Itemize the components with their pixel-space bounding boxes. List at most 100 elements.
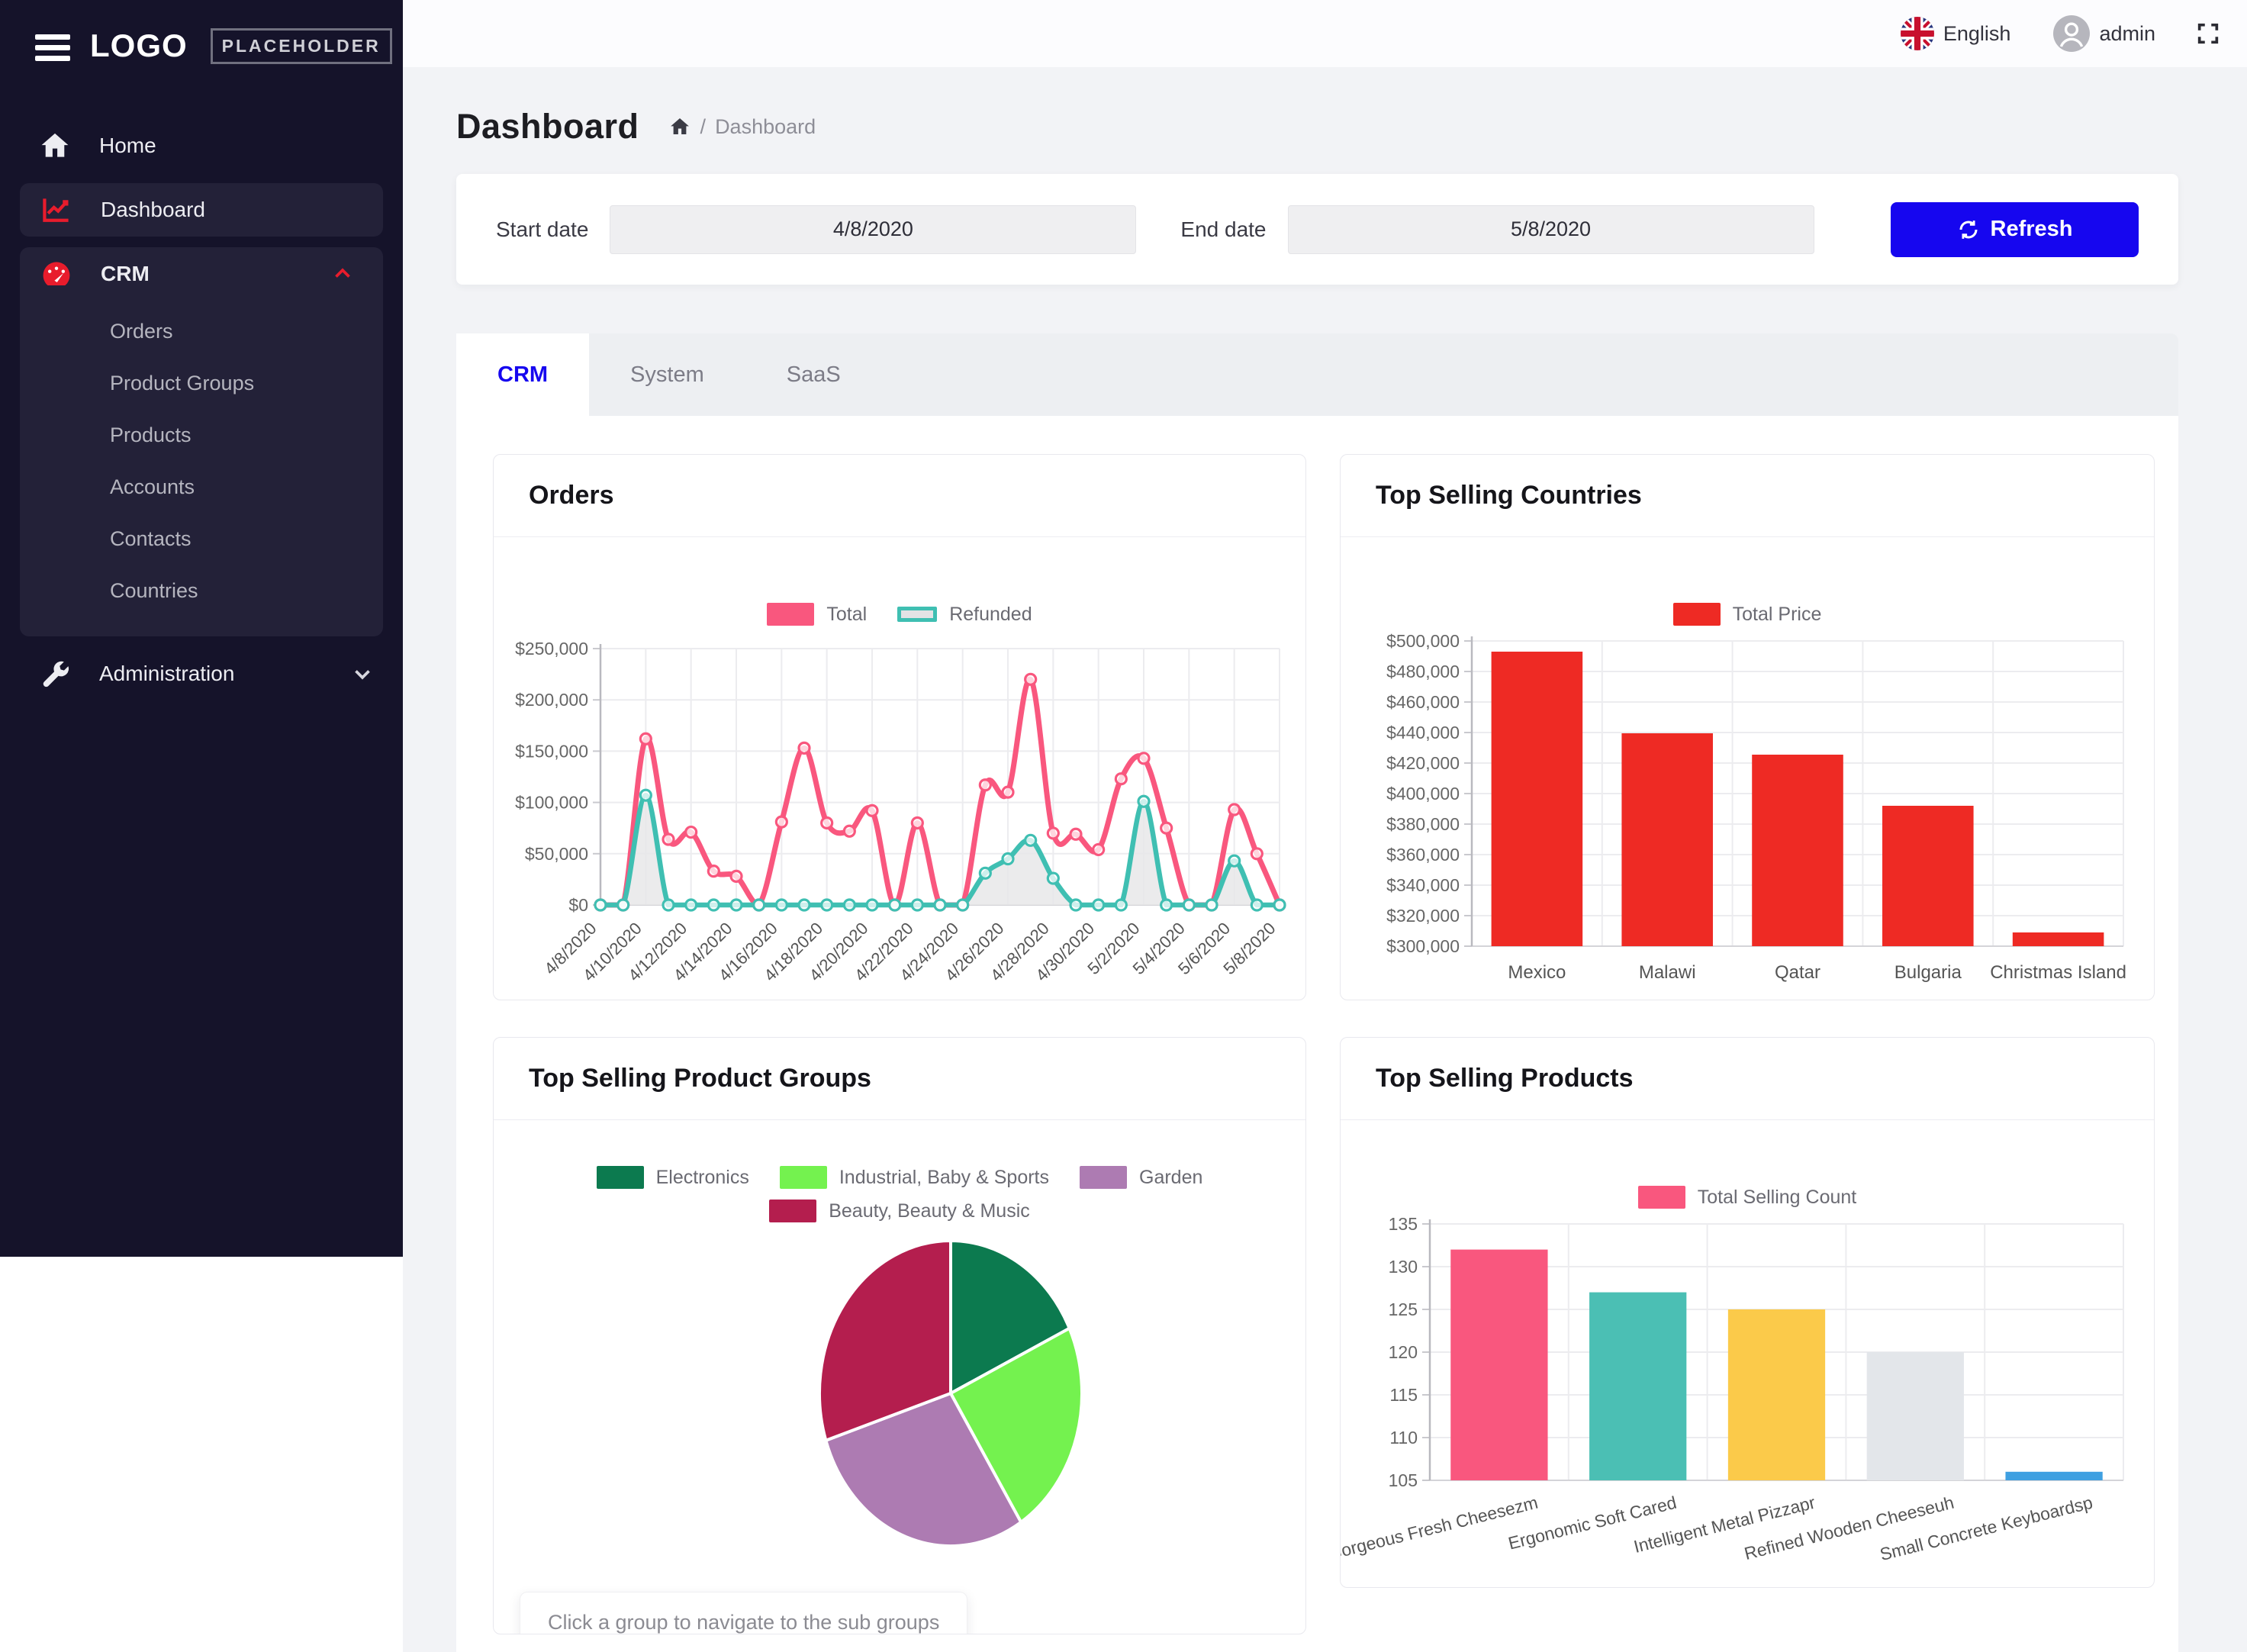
home-icon	[38, 129, 72, 163]
svg-text:120: 120	[1389, 1342, 1418, 1362]
date-filter-bar: Start date End date Refresh	[456, 174, 2178, 285]
user-menu[interactable]: admin	[2053, 15, 2155, 52]
language-switcher[interactable]: English	[1900, 17, 2011, 50]
groups-card-title: Top Selling Product Groups	[494, 1038, 1305, 1120]
end-date-input[interactable]	[1287, 204, 1814, 254]
sidebar-item-contacts[interactable]: Contacts	[110, 527, 192, 550]
sidebar-item-products[interactable]: Products	[110, 423, 192, 446]
language-label: English	[1943, 21, 2011, 45]
chart-line-icon	[40, 193, 73, 227]
legend-swatch	[596, 1166, 644, 1189]
top-selling-countries-card: Top Selling Countries Total Price $300,0…	[1340, 454, 2155, 1000]
svg-text:$50,000: $50,000	[525, 844, 588, 864]
breadcrumb-current: Dashboard	[715, 114, 816, 138]
svg-text:$200,000: $200,000	[515, 690, 588, 710]
crm-submenu: Orders Product Groups Products Accounts …	[20, 301, 383, 636]
start-date-label: Start date	[496, 217, 589, 241]
pie-slice-industrial-baby-sports	[949, 1326, 1083, 1524]
svg-text:$500,000: $500,000	[1386, 631, 1460, 651]
svg-text:$460,000: $460,000	[1386, 692, 1460, 712]
tab-saas[interactable]: SaaS	[786, 362, 841, 387]
chevron-down-icon	[349, 661, 375, 687]
tab-content-crm: Orders Total Refunded 4/8/2020 4/10/2020 4/…	[456, 416, 2178, 1652]
sidebar-group-label: Administration	[99, 662, 235, 685]
svg-text:$0: $0	[568, 895, 588, 915]
svg-text:$320,000: $320,000	[1386, 906, 1460, 926]
legend-item-industrial-baby-sports[interactable]: Industrial, Baby & Sports	[779, 1166, 1049, 1189]
page-title: Dashboard	[456, 107, 639, 146]
legend-swatch	[1637, 1186, 1685, 1209]
svg-text:Gorgeous Fresh Cheesezm: Gorgeous Fresh Cheesezm	[1340, 1493, 1540, 1564]
legend-label: Garden	[1139, 1166, 1203, 1188]
top-selling-products-card: Top Selling Products Total Selling Count…	[1340, 1037, 2155, 1588]
sidebar-item-accounts[interactable]: Accounts	[110, 475, 195, 498]
groups-legend: Electronics Industrial, Baby & Sports Gard…	[556, 1166, 1243, 1222]
svg-text:Mexico: Mexico	[1508, 962, 1566, 983]
legend-label: Total	[826, 603, 868, 625]
svg-text:Malawi: Malawi	[1639, 962, 1696, 983]
svg-text:115: 115	[1389, 1385, 1418, 1405]
main-content: Dashboard / Dashboard Start date End dat…	[403, 67, 2247, 1652]
start-date-input[interactable]	[610, 204, 1137, 254]
legend-label: Industrial, Baby & Sports	[839, 1166, 1049, 1188]
svg-text:$150,000: $150,000	[515, 741, 588, 761]
legend-swatch	[767, 603, 815, 626]
breadcrumb: / Dashboard	[668, 115, 816, 139]
end-date-label: End date	[1180, 217, 1267, 241]
sidebar-item-dashboard[interactable]: Dashboard	[20, 183, 383, 237]
legend-swatch	[897, 607, 938, 622]
fullscreen-button[interactable]	[2195, 21, 2221, 47]
products-card-title: Top Selling Products	[1341, 1038, 2154, 1120]
gauge-icon	[40, 257, 73, 291]
logo-placeholder: PLACEHOLDER	[210, 27, 392, 64]
tab-system[interactable]: System	[630, 362, 704, 387]
sidebar-item-countries[interactable]: Countries	[110, 579, 198, 602]
legend-label: Beauty, Beauty & Music	[829, 1200, 1030, 1222]
svg-text:Bulgaria: Bulgaria	[1894, 962, 1962, 983]
legend-item-electronics[interactable]: Electronics	[596, 1166, 749, 1189]
svg-text:$480,000: $480,000	[1386, 662, 1460, 681]
sidebar-group-administration[interactable]: Administration	[0, 647, 403, 700]
orders-card: Orders Total Refunded 4/8/2020 4/10/2020 4/…	[493, 454, 1306, 1000]
wrench-icon	[38, 657, 72, 691]
svg-text:$400,000: $400,000	[1386, 784, 1460, 803]
logo: LOGO	[90, 27, 188, 63]
tab-crm[interactable]: CRM	[456, 333, 590, 416]
sidebar-item-product-groups[interactable]: Product Groups	[110, 372, 255, 394]
legend-item-garden[interactable]: Garden	[1080, 1166, 1202, 1189]
legend-label: Refunded	[949, 603, 1032, 625]
legend-swatch	[1672, 603, 1721, 626]
orders-line-chart[interactable]: 4/8/2020 4/10/2020 4/12/2020 4/14/2020 4/16/…	[510, 630, 1289, 1000]
sidebar-item-orders[interactable]: Orders	[110, 320, 173, 343]
legend-label: Total Price	[1732, 603, 1822, 625]
sidebar: LOGO PLACEHOLDER Home Dashboard	[0, 0, 403, 1257]
uk-flag-icon	[1900, 17, 1934, 50]
svg-text:Qatar: Qatar	[1775, 962, 1820, 983]
svg-text:$380,000: $380,000	[1386, 814, 1460, 834]
legend-item-total[interactable]: Total	[767, 603, 867, 626]
svg-text:$440,000: $440,000	[1386, 723, 1460, 742]
sidebar-group-crm[interactable]: CRM	[20, 247, 383, 301]
legend-label: Total Selling Count	[1697, 1186, 1857, 1208]
legend-item-total-selling-count[interactable]: Total Selling Count	[1637, 1186, 1857, 1209]
sidebar-item-label: Home	[99, 134, 156, 157]
svg-text:$340,000: $340,000	[1386, 875, 1460, 895]
product-groups-pie-chart[interactable]	[510, 1227, 1289, 1578]
legend-item-refunded[interactable]: Refunded	[897, 604, 1032, 626]
products-bar-chart[interactable]: 105 110 115 120 125 130 135 Gorgeous Fresh Chee…	[1341, 1213, 2137, 1587]
svg-text:$300,000: $300,000	[1386, 936, 1460, 956]
pie-slice-electronics	[949, 1239, 1071, 1395]
hamburger-menu-icon[interactable]	[35, 31, 70, 61]
countries-bar-chart[interactable]: $300,000 $320,000 $340,000 $360,000 $380,000…	[1357, 630, 2137, 989]
svg-text:$420,000: $420,000	[1386, 753, 1460, 773]
svg-text:105: 105	[1389, 1470, 1418, 1490]
legend-item-beauty-beauty-music[interactable]: Beauty, Beauty & Music	[769, 1200, 1030, 1222]
sidebar-item-home[interactable]: Home	[0, 119, 403, 172]
orders-legend: Total Refunded	[556, 603, 1243, 626]
legend-swatch	[1080, 1166, 1127, 1189]
breadcrumb-home-icon[interactable]	[668, 115, 691, 138]
legend-item-total-price[interactable]: Total Price	[1672, 603, 1822, 626]
countries-card-title: Top Selling Countries	[1341, 455, 2154, 537]
refresh-button[interactable]: Refresh	[1891, 201, 2139, 257]
svg-text:$250,000: $250,000	[515, 639, 588, 659]
